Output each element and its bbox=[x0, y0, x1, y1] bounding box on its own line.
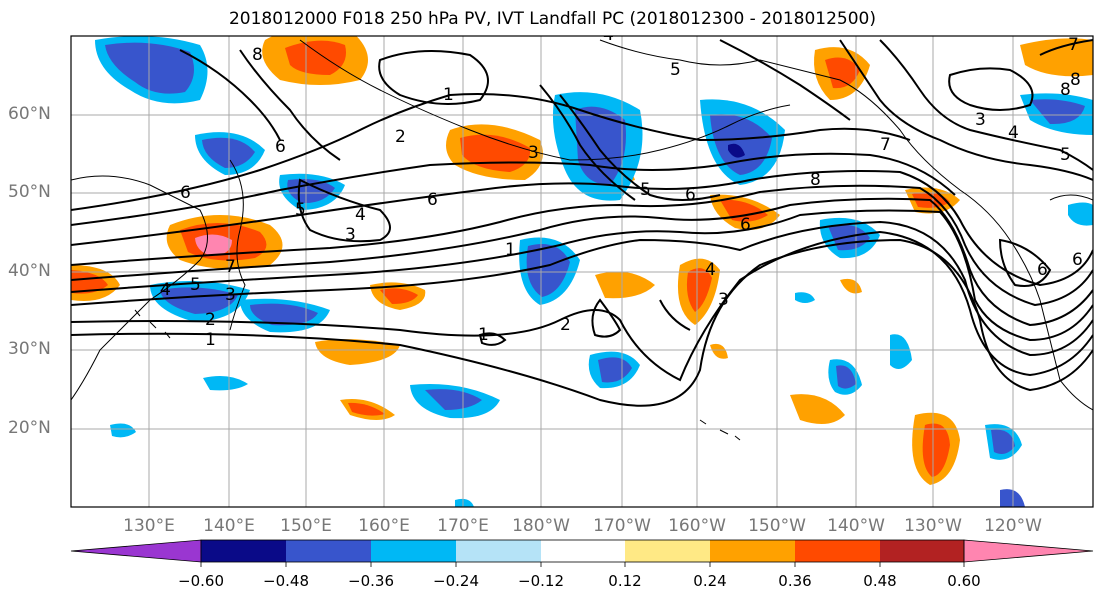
lon-label: 170°W bbox=[593, 516, 651, 536]
coastlines bbox=[71, 39, 1093, 441]
contour-label: 1 bbox=[205, 330, 216, 350]
lat-label: 20°N bbox=[8, 418, 51, 438]
lon-label: 180°W bbox=[512, 516, 570, 536]
lon-label: 160°E bbox=[358, 516, 410, 536]
contour-label: 5 bbox=[640, 180, 651, 200]
colorbar-tick-label: −0.12 bbox=[518, 572, 564, 590]
contour-label: 4 bbox=[355, 205, 366, 225]
lon-label: 160°W bbox=[668, 516, 726, 536]
contour-label: 5 bbox=[295, 200, 306, 220]
contour-label: 4 bbox=[603, 25, 614, 45]
colorbar-lower-arrow bbox=[70, 539, 202, 563]
colorbar-tick-label: 0.24 bbox=[693, 572, 727, 590]
contour-label: 8 bbox=[1070, 70, 1081, 90]
lon-label: 120°W bbox=[984, 516, 1042, 536]
colorbar-bin bbox=[880, 540, 964, 562]
contour-label: 5 bbox=[670, 60, 681, 80]
contour-label: 6 bbox=[1072, 250, 1083, 270]
contour-label: 6 bbox=[275, 137, 286, 157]
lon-label: 130°W bbox=[904, 516, 962, 536]
contour-label: 6 bbox=[427, 190, 438, 210]
contour-label: 6 bbox=[180, 183, 191, 203]
colorbar-tick-label: 0.60 bbox=[947, 572, 981, 590]
contour-labels: 8 1 2 3 4 5 6 7 6 3 4 5 6 1 2 3 4 5 6 1 … bbox=[160, 25, 1083, 350]
contour-label: 6 bbox=[740, 215, 751, 235]
colorbar-tick-label: −0.60 bbox=[178, 572, 224, 590]
lon-label: 140°W bbox=[827, 516, 885, 536]
colorbar-tick-label: −0.36 bbox=[348, 572, 394, 590]
contour-label: 2 bbox=[395, 127, 406, 147]
contour-label: 3 bbox=[718, 290, 729, 310]
contour-label: 4 bbox=[705, 260, 716, 280]
lat-label: 50°N bbox=[8, 182, 51, 202]
pv-contours bbox=[71, 39, 1093, 407]
lat-label: 40°N bbox=[8, 261, 51, 281]
contour-label: 7 bbox=[1068, 35, 1079, 55]
map-title: 2018012000 F018 250 hPa PV, IVT Landfall… bbox=[228, 9, 876, 29]
contour-label: 1 bbox=[505, 240, 516, 260]
colorbar bbox=[70, 539, 1094, 567]
contour-label: 8 bbox=[1060, 80, 1071, 100]
lon-label: 150°E bbox=[280, 516, 332, 536]
contour-label: 3 bbox=[975, 110, 986, 130]
colorbar-outline bbox=[200, 539, 965, 563]
contour-label: 2 bbox=[560, 315, 571, 335]
colorbar-bin bbox=[795, 540, 880, 562]
map-frame bbox=[70, 35, 1094, 508]
colorbar-tick-label: 0.36 bbox=[778, 572, 812, 590]
contour-label: 8 bbox=[810, 170, 821, 190]
lon-label: 170°E bbox=[437, 516, 489, 536]
colorbar-tick-label: 0.48 bbox=[863, 572, 897, 590]
contour-label: 6 bbox=[1037, 260, 1048, 280]
colorbar-upper-arrow bbox=[963, 539, 1094, 563]
colorbar-tick-label: 0.12 bbox=[608, 572, 642, 590]
contour-label: 5 bbox=[190, 275, 201, 295]
colorbar-bin bbox=[371, 540, 456, 562]
contour-label: 3 bbox=[345, 225, 356, 245]
contour-label: 3 bbox=[225, 285, 236, 305]
lon-label: 150°W bbox=[748, 516, 806, 536]
colorbar-tick-label: −0.24 bbox=[433, 572, 479, 590]
colorbar-bin bbox=[201, 540, 286, 562]
contour-label: 6 bbox=[685, 185, 696, 205]
contour-label: 4 bbox=[1008, 123, 1019, 143]
lat-label: 30°N bbox=[8, 339, 51, 359]
positive-anomaly-shading bbox=[71, 36, 1093, 485]
contour-label: 3 bbox=[528, 143, 539, 163]
lat-label: 60°N bbox=[8, 104, 51, 124]
contour-label: 2 bbox=[205, 310, 216, 330]
lon-label: 130°E bbox=[123, 516, 175, 536]
contour-label: 7 bbox=[880, 135, 891, 155]
contour-label: 4 bbox=[160, 280, 171, 300]
colorbar-bin bbox=[710, 540, 795, 562]
colorbar-bin bbox=[286, 540, 371, 562]
contour-label: 5 bbox=[1060, 145, 1071, 165]
colorbar-bin bbox=[625, 540, 710, 562]
colorbar-bin bbox=[541, 540, 625, 562]
colorbar-bin bbox=[456, 540, 541, 562]
graticule bbox=[71, 36, 1093, 507]
contour-label: 7 bbox=[225, 257, 236, 277]
contour-label: 1 bbox=[443, 85, 454, 105]
lon-label: 140°E bbox=[203, 516, 255, 536]
contour-label: 8 bbox=[252, 45, 263, 65]
colorbar-tick-label: −0.48 bbox=[263, 572, 309, 590]
contour-label: 1 bbox=[478, 325, 489, 345]
